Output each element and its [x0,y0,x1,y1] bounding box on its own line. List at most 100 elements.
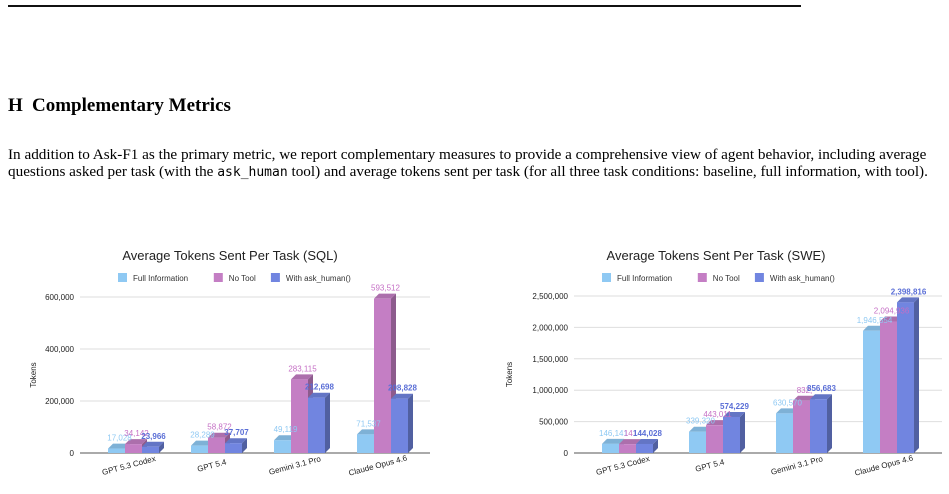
chart-svg: Average Tokens Sent Per Task (SQL) Full I… [29,248,430,478]
data-label-4-1: 71,537 [356,419,381,428]
data-label-4-3: 2,398,816 [891,287,927,296]
bar-side [914,297,919,453]
bar-top [689,426,711,432]
chart-legend: Full Information No Tool With ask_human() [118,273,351,283]
data-label-3-3: 856,683 [807,384,836,393]
bar-side [827,394,832,453]
y-tick-label: 2,000,000 [532,323,568,332]
data-label-3-2: 832, [797,386,813,395]
x-tick-label: GPT 5.4 [694,457,725,474]
bar-top [374,293,396,299]
bar-front [108,448,125,453]
bar-top [776,408,798,414]
bar-2-3 [723,411,745,453]
chart-title: Average Tokens Sent Per Task (SQL) [122,248,337,263]
bar-4-3 [391,393,413,453]
data-label-4-2: 2,094,936 [874,306,910,315]
bar-front [291,379,308,453]
legend-swatch-3 [754,273,764,282]
bar-front [125,444,142,453]
chart-legend: Full Information No Tool With ask_human() [602,273,835,283]
data-label-2-2: 443,011 [703,410,732,419]
bar-front [619,444,636,453]
bar-front [880,321,897,453]
bar-top [291,374,313,380]
bar-top [125,439,147,445]
bar-top [602,438,624,444]
bar-1-3 [142,441,164,453]
y-axis-title: Tokens [29,362,38,387]
section-heading: H Complementary Metrics [8,95,231,117]
y-axis-title: Tokens [505,362,514,387]
y-tick-label: 1,500,000 [532,355,568,364]
bar-1-3 [636,438,658,453]
data-label-1-3: 23,966 [141,432,166,441]
bar-front [602,443,619,453]
bar-front [225,443,242,453]
x-tick-label: GPT 5.3 Codex [595,454,650,477]
legend-swatch-1 [602,273,611,282]
legend-label-3: With ask_human() [286,274,351,283]
bar-top [225,438,247,444]
y-tick-label: 600,000 [45,293,74,302]
legend-swatch-1 [118,273,127,282]
bar-top [706,420,728,426]
bar-top [391,393,413,399]
bar-top [880,316,902,322]
bar-top [108,443,130,449]
bar-top [723,411,745,417]
chart-svg: Average Tokens Sent Per Task (SWE) Full I… [505,248,942,478]
y-tick-label: 2,500,000 [532,292,568,301]
bar-front [863,330,880,453]
tool-name: ask_human [217,165,288,180]
chart-title: Average Tokens Sent Per Task (SWE) [607,248,826,263]
y-tick-label: 1,000,000 [532,386,568,395]
bar-front [308,397,325,453]
bar-top [619,439,641,445]
legend-label-1: Full Information [133,274,188,283]
legend-label-1: Full Information [617,274,672,283]
y-tick-label: 400,000 [45,345,74,354]
bar-top [274,435,296,441]
bar-front [793,400,810,453]
data-label-2-1: 339,320 [686,417,715,426]
bar-side [325,392,330,453]
legend-label-2: No Tool [713,274,740,283]
data-label-4-2: 593,512 [371,284,400,293]
data-label-1-2: 141 [624,429,638,438]
bar-3-3 [308,392,330,453]
bar-front [208,437,225,453]
bar-top [863,325,885,331]
bar-side [159,441,164,453]
bar-side [408,393,413,453]
data-label-2-1: 28,289 [190,431,215,440]
bar-front [374,298,391,453]
x-tick-label: GPT 5.3 Codex [101,454,156,477]
bar-side [653,438,658,453]
data-label-1-1: 146,141 [599,429,628,438]
x-tick-label: Gemini 3.1 Pro [268,454,322,477]
bar-front [391,398,408,453]
section-title: Complementary Metrics [32,95,231,116]
y-tick-label: 200,000 [45,397,74,406]
legend-label-2: No Tool [229,274,256,283]
x-tick-label: Claude Opus 4.6 [854,453,915,477]
bar-top [308,392,330,398]
legend-swatch-2 [213,273,223,282]
x-tick-label: GPT 5.4 [196,457,227,474]
y-tick-label: 0 [70,449,75,458]
data-label-1-2: 34,142 [124,429,149,438]
data-label-3-2: 283,115 [288,364,317,373]
bar-front [776,413,793,453]
bar-4-3 [897,297,919,453]
data-label-3-3: 212,698 [305,383,334,392]
top-rule [8,5,801,7]
bar-front [191,445,208,453]
bar-top [191,440,213,446]
bar-side [242,438,247,453]
bar-top [897,297,919,303]
bar-top [793,395,815,401]
data-label-4-3: 208,828 [388,384,417,393]
bar-top [636,438,658,444]
bar-front [723,416,740,453]
